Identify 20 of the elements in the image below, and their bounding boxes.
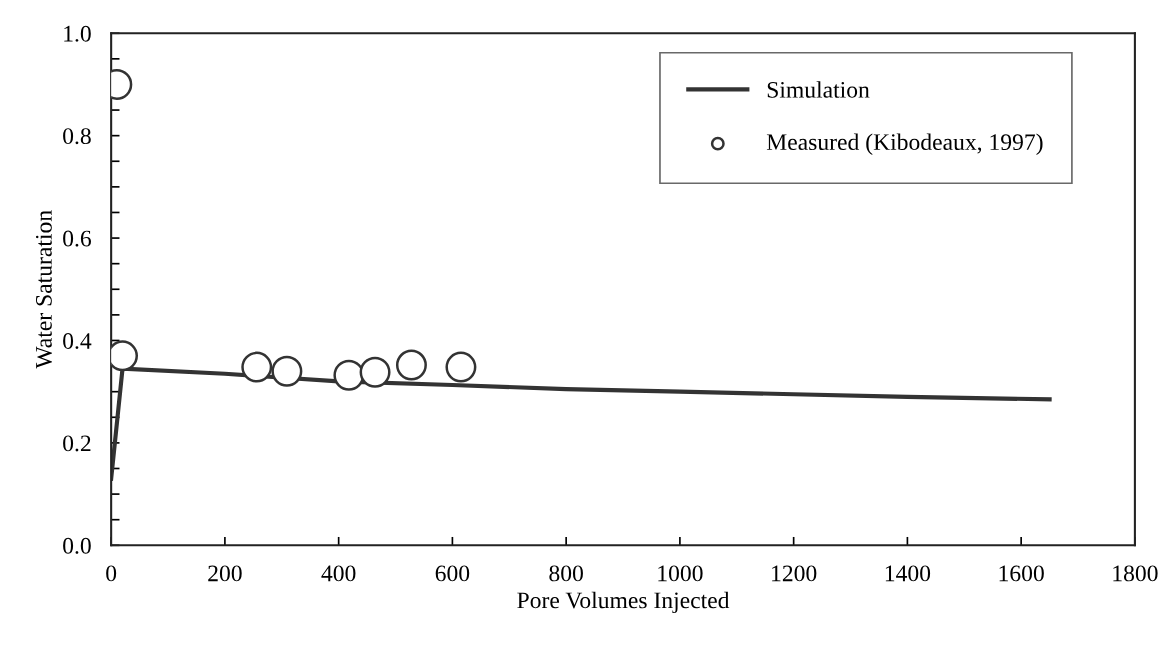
y-tick-label: 1.0 bbox=[64, 25, 91, 42]
x-tick-label: 400 bbox=[321, 565, 356, 582]
y-tick-label: 0.2 bbox=[63, 435, 91, 452]
y-tick-label: 0.6 bbox=[63, 230, 91, 247]
x-tick-label: 800 bbox=[549, 565, 583, 582]
x-axis-title: Pore Volumes Injected bbox=[517, 591, 730, 614]
y-tick-label: 0.4 bbox=[63, 332, 92, 350]
x-tick-label: 0 bbox=[106, 565, 117, 582]
x-tick-label: 1800 bbox=[1113, 565, 1158, 582]
y-tick-label: 0.8 bbox=[63, 128, 91, 145]
x-tick-label: 1200 bbox=[772, 565, 817, 582]
x-tick-label: 1400 bbox=[885, 565, 931, 582]
x-tick-label: 200 bbox=[208, 565, 242, 582]
legend-label: Simulation bbox=[767, 81, 870, 98]
x-tick-label: 600 bbox=[435, 565, 470, 582]
x-tick-label: 1000 bbox=[658, 565, 703, 582]
x-tick-label: 1600 bbox=[999, 565, 1044, 582]
y-tick-label: 0.0 bbox=[63, 537, 91, 554]
legend-label: Measured (Kibodeaux, 1997) bbox=[766, 133, 1043, 155]
y-axis-title: Water Saturation bbox=[35, 210, 52, 369]
